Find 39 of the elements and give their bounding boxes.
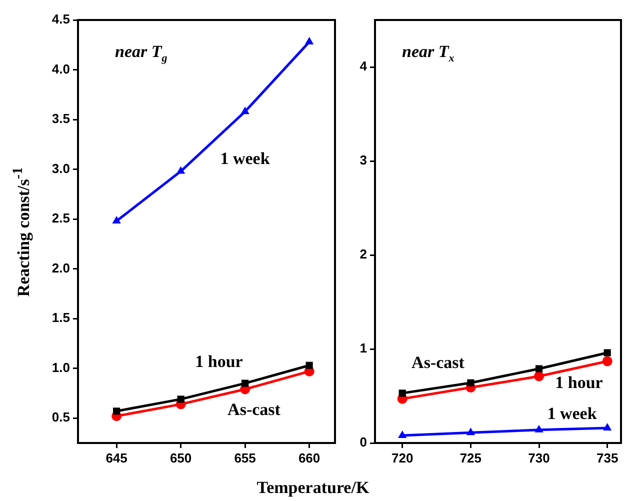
point (113, 408, 120, 415)
y-tick-label: 4.5 (52, 12, 70, 27)
y-tick-label: 3 (360, 152, 367, 168)
y-tick-label: 1 (360, 340, 367, 356)
x-axis-title: Temperature/K (256, 478, 370, 498)
x-tick-label: 645 (106, 450, 128, 466)
point (304, 36, 314, 44)
series-label: 1 hour (195, 352, 243, 372)
series-label: 1 week (547, 404, 597, 424)
point (240, 106, 250, 114)
y-tick-label: 2.5 (52, 210, 70, 226)
series-label: 1 week (220, 149, 270, 169)
point (242, 380, 249, 387)
y-tick-label: 0 (360, 434, 367, 450)
point (306, 362, 313, 369)
point (177, 396, 184, 403)
x-tick-label: 735 (596, 450, 618, 466)
y-tick-label: 4.0 (52, 61, 70, 76)
x-tick-label: 650 (170, 450, 192, 466)
y-tick-label: 3.0 (52, 160, 70, 176)
y-tick-label: 3.5 (52, 111, 70, 126)
y-tick-label: 0.5 (52, 410, 70, 425)
x-tick-label: 720 (391, 450, 414, 466)
point (112, 216, 121, 224)
y-tick-label: 2.0 (52, 260, 70, 276)
x-tick-label: 655 (234, 450, 256, 466)
y-tick-label: 1.0 (52, 360, 70, 375)
x-tick-label: 725 (460, 450, 482, 466)
x-tick-label: 730 (528, 450, 550, 466)
x-tick-label: 660 (298, 450, 320, 466)
annotation: near T$_{g}$ (115, 42, 168, 64)
y-tick-label: 1.5 (52, 310, 70, 326)
series-label: As-cast (228, 400, 280, 420)
series-label: As-cast (412, 353, 464, 373)
series-label: 1 hour (555, 373, 603, 393)
y-tick-label: 4 (360, 58, 368, 74)
annotation: near T$_{x}$ (402, 42, 454, 64)
y-tick-label: 2 (360, 246, 367, 262)
point (176, 166, 186, 174)
